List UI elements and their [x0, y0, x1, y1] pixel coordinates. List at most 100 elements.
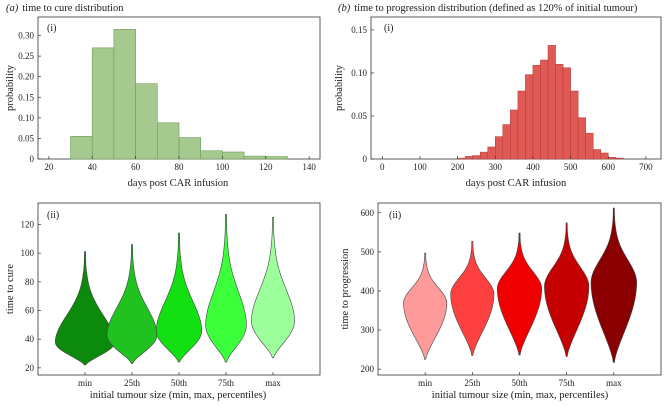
panel-a-title: (a) time to cure distribution	[6, 3, 124, 14]
violin-max	[251, 217, 295, 359]
histogram-bar	[570, 90, 579, 160]
x-tick-label: 140	[302, 162, 316, 172]
histogram-bar	[502, 124, 511, 160]
x-tick-label: 100	[216, 162, 230, 172]
x-axis-label: initial tumour size (min, max, percentil…	[432, 390, 609, 401]
panel-label: (i)	[384, 23, 393, 34]
progression-violin-panel: (ii) initial tumour size (min, max, perc…	[340, 202, 662, 401]
histogram-bar	[487, 146, 496, 160]
y-tick-label: 20	[25, 363, 35, 373]
histogram-bar	[479, 151, 489, 160]
y-tick-label: 500	[361, 247, 375, 257]
violin-75th	[205, 214, 247, 363]
panel-b-title: (b) time to progression distribution (def…	[338, 3, 638, 14]
x-tick-label: 400	[526, 162, 540, 172]
y-tick-label: 0.20	[18, 72, 34, 82]
x-tick-label: 500	[564, 162, 578, 172]
histogram-bar	[577, 117, 586, 160]
x-tick-label: 60	[131, 162, 141, 172]
x-tick-label: 75th	[559, 378, 576, 388]
y-tick-label: 0.15	[351, 25, 367, 35]
y-tick-label: 40	[25, 334, 35, 344]
x-tick-label: 25th	[464, 378, 481, 388]
y-tick-label: 600	[361, 208, 375, 218]
histogram-bar	[547, 45, 556, 160]
y-tick-label: 0.15	[18, 92, 34, 102]
histogram-bar	[510, 109, 519, 160]
histogram-bar	[517, 90, 526, 160]
histogram-bar	[91, 47, 115, 160]
histogram-bar	[608, 157, 617, 160]
histogram-bar	[178, 137, 201, 160]
histogram-bar	[555, 64, 564, 160]
histogram-bar	[70, 136, 93, 160]
x-tick-label: 75th	[218, 378, 235, 388]
y-tick-label: 0.10	[351, 68, 367, 78]
cure-violin-panel: (ii) initial tumour size (min, max, perc…	[5, 202, 321, 401]
histogram-bar	[135, 83, 158, 160]
y-tick-label: 400	[361, 286, 375, 296]
histogram-bar	[222, 151, 245, 160]
histogram-bar	[495, 136, 504, 160]
progression-histogram-panel: (b) time to progression distribution (def…	[334, 3, 662, 189]
violin-50th	[496, 232, 543, 356]
x-axis-label: initial tumour size (min, max, percentil…	[90, 390, 267, 401]
histogram-bar	[457, 157, 466, 160]
x-tick-label: max	[265, 378, 281, 388]
histogram-bar	[157, 122, 180, 160]
violin-max	[590, 207, 637, 363]
y-tick-label: 0.25	[18, 51, 34, 61]
x-tick-label: 200	[451, 162, 465, 172]
histogram-bar	[464, 156, 473, 160]
y-tick-label: 120	[21, 220, 35, 230]
y-tick-label: 80	[25, 277, 35, 287]
violin-min	[403, 252, 448, 360]
x-tick-label: 700	[639, 162, 653, 172]
x-tick-label: 20	[44, 162, 54, 172]
y-tick-label: 60	[25, 306, 35, 316]
y-tick-label: 0.05	[18, 133, 34, 143]
x-axis-label: days post CAR infusion	[466, 178, 567, 189]
y-tick-label: 300	[361, 325, 375, 335]
y-axis-label: probability	[5, 64, 16, 111]
panel-label: (ii)	[389, 210, 401, 221]
y-axis-label: time to cure	[5, 264, 16, 314]
y-tick-label: 0.05	[351, 111, 367, 121]
x-tick-label: max	[606, 378, 622, 388]
x-tick-label: 50th	[511, 378, 528, 388]
histogram-bar	[113, 29, 136, 160]
y-tick-label: 200	[361, 364, 375, 374]
histogram-bar	[265, 156, 288, 160]
violin-75th	[544, 222, 590, 357]
violin-25th	[106, 244, 158, 364]
x-tick-label: 25th	[124, 378, 141, 388]
x-tick-label: 120	[259, 162, 273, 172]
histogram-bar	[532, 64, 541, 160]
y-tick-label: 0.10	[18, 113, 34, 123]
histogram-bar	[600, 152, 609, 160]
histogram-bar	[540, 59, 549, 160]
violin-50th	[155, 232, 203, 363]
y-axis-label: probability	[334, 64, 345, 111]
x-tick-label: 0	[380, 162, 385, 172]
x-tick-label: 300	[489, 162, 503, 172]
histogram-bar	[615, 157, 624, 160]
y-tick-label: 0	[30, 154, 35, 164]
x-tick-label: min	[418, 378, 433, 388]
histogram-bar	[243, 155, 267, 160]
histogram-bar	[592, 149, 601, 160]
x-tick-label: 100	[413, 162, 427, 172]
histogram-bar	[585, 132, 594, 160]
violin-min	[54, 251, 116, 366]
x-tick-label: 50th	[171, 378, 188, 388]
y-axis-label: time to progression	[340, 248, 351, 330]
panel-label: (ii)	[47, 210, 59, 221]
histogram-bar	[525, 74, 534, 160]
histogram-bar	[472, 155, 481, 160]
cure-histogram-panel: (a) time to cure distribution (i) days po…	[5, 3, 321, 189]
histogram-bar	[562, 67, 571, 160]
y-tick-label: 100	[21, 248, 35, 258]
x-axis-label: days post CAR infusion	[128, 178, 229, 189]
x-tick-label: 80	[175, 162, 185, 172]
